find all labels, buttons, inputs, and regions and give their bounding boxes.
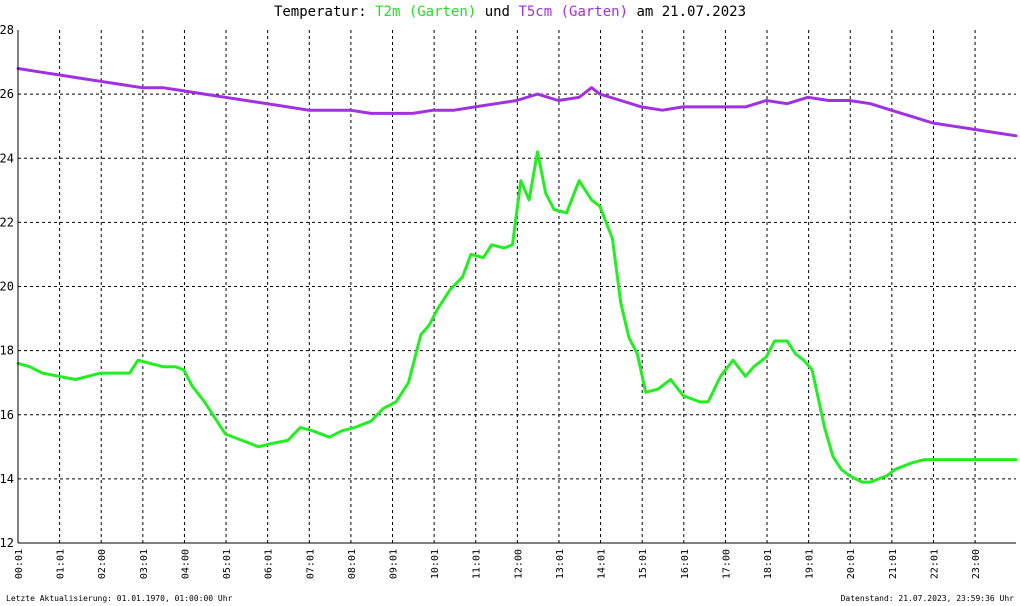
- x-tick-label: 21:01: [888, 549, 899, 579]
- footer-data-status: Datenstand: 21.07.2023, 23:59:36 Uhr: [840, 594, 1014, 603]
- x-tick-label: 05:01: [222, 549, 233, 579]
- y-tick-label: 12: [0, 536, 14, 550]
- x-tick-label: 04:00: [180, 549, 191, 579]
- x-tick-label: 13:01: [555, 549, 566, 579]
- y-tick-label: 18: [0, 344, 14, 358]
- x-tick-label: 01:01: [56, 549, 67, 579]
- x-tick-label: 09:01: [389, 549, 400, 579]
- x-tick-label: 19:01: [805, 549, 816, 579]
- footer-last-update: Letzte Aktualisierung: 01.01.1970, 01:00…: [6, 594, 233, 603]
- chart-series-layer: [16, 67, 1018, 484]
- x-tick-label: 10:01: [430, 549, 441, 579]
- series-line-t5cm: [16, 67, 1018, 138]
- x-tick-label: 07:01: [305, 549, 316, 579]
- x-tick-label: 08:01: [347, 549, 358, 579]
- y-tick-label: 26: [0, 87, 14, 101]
- title-series-t2m: T2m (Garten): [375, 4, 477, 20]
- x-tick-label: 22:01: [929, 549, 940, 579]
- x-tick-label: 03:01: [139, 549, 150, 579]
- y-tick-label: 24: [0, 151, 14, 165]
- y-tick-label: 16: [0, 408, 14, 422]
- y-tick-label: 22: [0, 215, 14, 229]
- x-tick-label: 06:01: [264, 549, 275, 579]
- x-tick-label: 20:01: [846, 549, 857, 579]
- y-tick-label: 28: [0, 23, 14, 37]
- title-suffix: am 21.07.2023: [636, 4, 747, 20]
- y-tick-label: 20: [0, 280, 14, 294]
- x-tick-labels: 00:01 01:01 02:00 03:01 04:00 05:01 06:01 07:01…: [14, 549, 982, 579]
- y-tick-label: 14: [0, 472, 14, 486]
- chart-title: Temperatur: T2m (Garten) und T5cm (Garte…: [0, 4, 1020, 20]
- y-tick-labels: 12 14 16 18 20 22 24 26 28: [0, 23, 14, 550]
- title-mid: und: [484, 4, 510, 20]
- x-tick-label: 16:01: [680, 549, 691, 579]
- title-series-t5cm: T5cm (Garten): [518, 4, 629, 20]
- x-tick-label: 15:01: [638, 549, 649, 579]
- series-line-t2m: [16, 150, 1018, 484]
- x-tick-label: 14:01: [597, 549, 608, 579]
- x-tick-label: 02:00: [97, 549, 108, 579]
- x-tick-label: 00:01: [14, 549, 25, 579]
- x-tick-label: 17:00: [721, 549, 732, 579]
- x-tick-label: 18:01: [763, 549, 774, 579]
- x-tick-label: 11:01: [472, 549, 483, 579]
- title-prefix: Temperatur:: [273, 4, 367, 20]
- chart-axes: [17, 30, 1016, 544]
- chart-grid: [18, 30, 1016, 543]
- x-tick-label: 23:00: [971, 549, 982, 579]
- x-tick-label: 12:00: [513, 549, 524, 579]
